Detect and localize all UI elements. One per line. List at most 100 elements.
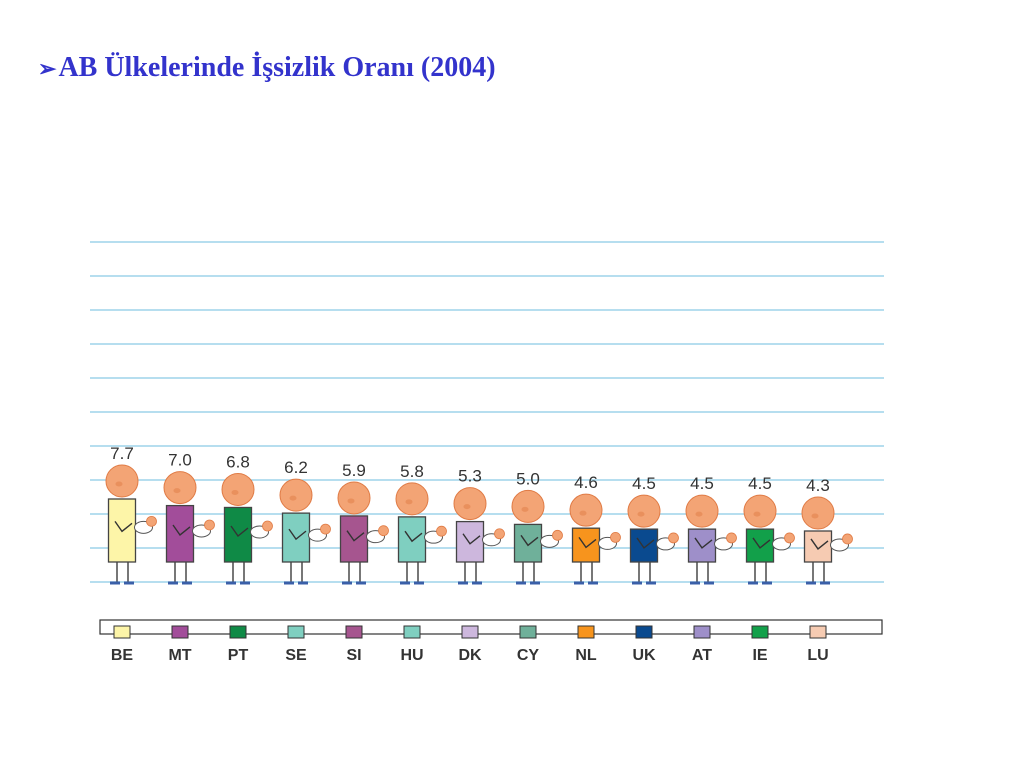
data-label: 4.6 <box>574 473 598 492</box>
figure-cheek <box>753 511 761 517</box>
baby-head <box>204 519 215 531</box>
bar <box>687 528 717 563</box>
figure-head <box>627 494 661 528</box>
figure-head <box>743 494 777 528</box>
figure-be: 7.7 <box>105 444 157 585</box>
arrow-bullet-icon: ➢ <box>38 56 57 81</box>
figure-arm <box>752 537 771 549</box>
tick-label: AT <box>692 647 712 664</box>
legend-swatch <box>751 625 769 639</box>
baby-head <box>610 531 621 543</box>
legend-swatch <box>635 625 653 639</box>
tick-label: SI <box>346 647 361 664</box>
figure-head <box>801 496 835 530</box>
legend-swatch <box>693 625 711 639</box>
figure-si: 5.9 <box>337 461 389 585</box>
tick-label: UK <box>632 647 656 664</box>
bar <box>513 523 543 563</box>
chart-figures: 7.7 7.0 6.8 6.2 5.9 5.8 5.3 5.0 4.6 4.5 4.5 4.5 4.3 <box>105 444 853 585</box>
tick-label: SE <box>285 647 307 664</box>
data-label: 5.8 <box>400 462 424 481</box>
data-label: 4.5 <box>690 474 714 493</box>
figure-head <box>685 494 719 528</box>
figure-arm <box>462 533 481 545</box>
baby-head <box>842 533 853 545</box>
baby-head <box>552 529 563 541</box>
figure-ie: 4.5 <box>743 474 795 585</box>
figure-arm <box>636 537 655 549</box>
figure-hu: 5.8 <box>395 462 447 585</box>
baby-head <box>320 523 331 535</box>
tick-label: NL <box>575 647 597 664</box>
figure-arm <box>346 530 365 542</box>
tick-label: DK <box>458 647 482 664</box>
bar <box>629 528 659 563</box>
tick-label: LU <box>807 647 828 664</box>
figure-head <box>221 472 255 506</box>
figure-lu: 4.3 <box>801 476 853 585</box>
legend: BE MT PT SE SI HU DK CY NL UK AT IE LU <box>111 625 829 664</box>
figure-arm <box>694 537 713 549</box>
figure-arm <box>404 530 423 543</box>
figure-head <box>395 482 429 516</box>
figure-cheek <box>695 511 703 517</box>
bar <box>455 520 485 563</box>
baby-head <box>494 528 505 540</box>
legend-swatch <box>461 625 479 639</box>
figure-cheek <box>405 499 413 505</box>
figure-head <box>511 489 545 523</box>
data-label: 5.3 <box>458 467 482 486</box>
bar <box>571 527 601 563</box>
baby-head <box>378 525 389 537</box>
figure-arm <box>520 534 539 547</box>
legend-swatch <box>287 625 305 639</box>
figure-arm <box>288 528 307 541</box>
legend-swatch <box>171 625 189 639</box>
tick-label: MT <box>168 647 191 664</box>
figure-pt: 6.8 <box>221 452 273 585</box>
figure-cheek <box>173 488 181 494</box>
figure-cheek <box>347 498 355 504</box>
baby-head <box>668 532 679 544</box>
figure-cheek <box>579 510 587 516</box>
data-label: 6.2 <box>284 458 308 477</box>
baby-head <box>726 532 737 544</box>
figure-arm <box>810 538 829 550</box>
figure-dk: 5.3 <box>453 467 505 585</box>
baby-head <box>146 515 157 527</box>
figure-head <box>163 471 197 505</box>
figure-cheek <box>811 513 819 519</box>
figure-arm <box>172 524 191 536</box>
legend-swatch <box>809 625 827 639</box>
figure-cy: 5.0 <box>511 469 563 585</box>
figure-head <box>279 478 313 512</box>
figure-head <box>569 493 603 527</box>
figure-cheek <box>637 511 645 517</box>
data-label: 5.9 <box>342 461 366 480</box>
figure-cheek <box>521 506 529 512</box>
baby-head <box>262 520 273 532</box>
data-label: 5.0 <box>516 469 540 488</box>
figure-arm <box>114 520 133 533</box>
legend-swatch <box>519 625 537 639</box>
figure-at: 4.5 <box>685 474 737 585</box>
tick-label: HU <box>400 647 423 664</box>
figure-arm <box>230 525 249 538</box>
baby-head <box>784 532 795 544</box>
data-label: 6.8 <box>226 452 250 471</box>
baby-head <box>436 525 447 537</box>
data-label: 4.5 <box>748 474 772 493</box>
figure-head <box>105 464 139 498</box>
legend-swatch <box>403 625 421 639</box>
figure-cheek <box>115 481 123 487</box>
figure-se: 6.2 <box>279 458 331 585</box>
bar <box>223 506 253 563</box>
data-label: 4.3 <box>806 476 830 495</box>
legend-swatch <box>577 625 595 639</box>
slide-title: ➢AB Ülkelerinde İşsizlik Oranı (2004) <box>38 52 496 84</box>
figure-uk: 4.5 <box>627 474 679 585</box>
tick-label: BE <box>111 647 134 664</box>
bar <box>803 530 833 563</box>
tick-label: IE <box>752 647 767 664</box>
